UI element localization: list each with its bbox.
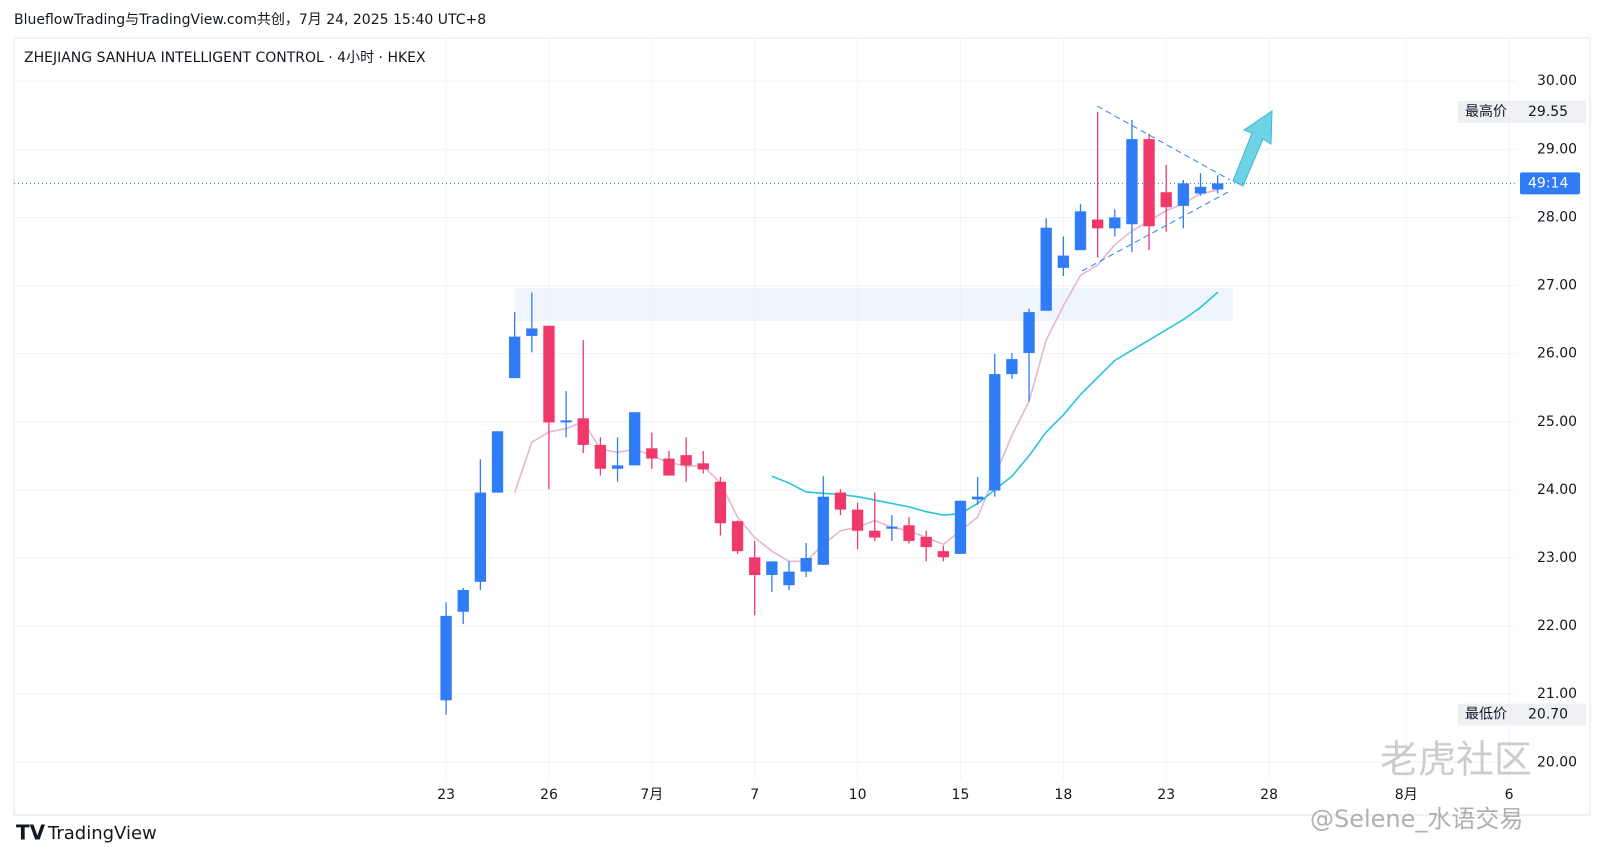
candle-body xyxy=(989,374,1001,491)
y-tick-label: 23.00 xyxy=(1537,550,1577,566)
frame xyxy=(13,37,1591,816)
price-tag-value: 29.55 xyxy=(1528,104,1568,120)
x-tick-label: 7 xyxy=(750,787,759,803)
candle-body xyxy=(766,561,778,575)
x-tick-label: 28 xyxy=(1260,787,1278,803)
y-tick-label: 26.00 xyxy=(1537,346,1577,362)
candle-body xyxy=(543,325,555,423)
zone xyxy=(515,288,1233,321)
candle-body xyxy=(560,420,572,423)
watermark: 老虎社区 xyxy=(1380,738,1532,782)
footer: TradingView xyxy=(47,823,157,844)
candle-body xyxy=(1126,139,1138,225)
candle-body xyxy=(577,418,589,445)
candle-body xyxy=(937,551,949,558)
y-tick-label: 30.00 xyxy=(1537,73,1577,89)
x-tick-label: 8月 xyxy=(1395,787,1418,803)
price-tag xyxy=(1458,100,1586,123)
candle-body xyxy=(834,492,847,510)
candle-body xyxy=(1023,312,1035,353)
candle-body xyxy=(903,525,915,541)
candle-body xyxy=(800,557,812,572)
candle-body xyxy=(851,509,864,531)
price-tag-label: 最高价 xyxy=(1465,103,1507,120)
header: BlueflowTrading与TradingView.com共创，7月 24,… xyxy=(14,12,486,28)
candle-body xyxy=(731,521,744,552)
candle-body xyxy=(440,615,452,701)
candle-body xyxy=(509,336,521,379)
ma-line xyxy=(513,189,1218,563)
candle-body xyxy=(697,463,709,470)
candle-body xyxy=(817,496,829,565)
y-tick-label: 21.00 xyxy=(1537,686,1577,702)
candle-body xyxy=(611,465,624,469)
candle-body xyxy=(629,412,641,466)
current-price-label: 49:14 xyxy=(1528,175,1568,191)
candle-body xyxy=(920,536,932,548)
candle-body xyxy=(1040,227,1052,311)
candle-body xyxy=(1006,359,1018,375)
plot xyxy=(440,111,1224,715)
x-tick-label: 7月 xyxy=(640,787,663,803)
x-tick-label: 10 xyxy=(849,787,867,803)
candle-body xyxy=(971,496,984,500)
candle-body xyxy=(1194,186,1207,194)
trend-line xyxy=(1096,105,1231,181)
price-tag-value: 20.70 xyxy=(1528,707,1568,723)
candle-body xyxy=(526,328,538,336)
candle-body xyxy=(749,557,761,575)
y-tick-label: 20.00 xyxy=(1537,754,1577,770)
x-tick-label: 6 xyxy=(1505,787,1514,803)
candle-body xyxy=(714,481,727,524)
grid xyxy=(14,39,1516,780)
candle-body xyxy=(783,571,795,586)
candle-body xyxy=(1074,211,1087,251)
candle-body xyxy=(646,448,658,459)
candle-body xyxy=(1143,139,1155,227)
y-tick-label: 28.00 xyxy=(1537,209,1577,225)
candle-body xyxy=(869,530,881,538)
candle-body xyxy=(1057,255,1070,268)
candle-body xyxy=(1091,219,1104,229)
candle-body xyxy=(680,455,692,466)
candle-body xyxy=(1177,183,1190,206)
candle-body xyxy=(663,458,675,476)
candle-body xyxy=(594,444,607,469)
candle-body xyxy=(1109,217,1121,229)
y-tick-label: 27.00 xyxy=(1537,278,1577,294)
candle-body xyxy=(886,526,898,529)
candle-body xyxy=(954,500,967,554)
watermark: @Selene_水语交易 xyxy=(1310,805,1523,833)
arrow xyxy=(1232,110,1273,187)
logo: TV xyxy=(16,821,46,845)
candle-body xyxy=(1211,183,1224,190)
current-price-tag xyxy=(1520,172,1580,195)
y-tick-label: 24.00 xyxy=(1537,482,1577,498)
price-tag-label: 最低价 xyxy=(1465,707,1507,723)
x-tick-label: 26 xyxy=(540,787,558,803)
x-tick-label: 18 xyxy=(1054,787,1072,803)
y-tick-label: 29.00 xyxy=(1537,141,1577,157)
candle-body xyxy=(474,492,487,582)
price-tag xyxy=(1458,703,1586,726)
x-tick-label: 23 xyxy=(1157,787,1175,803)
y-tick-label: 25.00 xyxy=(1537,414,1577,430)
chart-title: ZHEJIANG SANHUA INTELLIGENT CONTROL · 4小… xyxy=(24,50,426,66)
candle-body xyxy=(457,589,469,612)
candle-body xyxy=(1160,192,1172,208)
candle-body xyxy=(491,431,504,493)
trend-line xyxy=(1081,190,1231,272)
x-tick-label: 15 xyxy=(952,787,970,803)
x-tick-label: 23 xyxy=(437,787,455,803)
y-tick-label: 22.00 xyxy=(1537,618,1577,634)
